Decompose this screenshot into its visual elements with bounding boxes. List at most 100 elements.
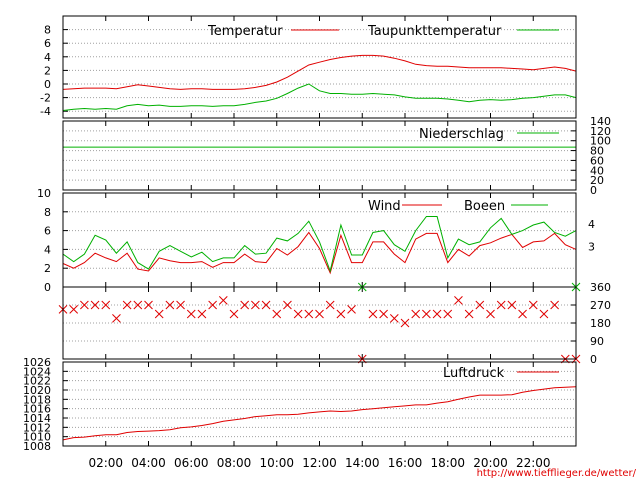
y-tick-label-1-5: 100 xyxy=(590,135,611,148)
scatter-point-3-0-40 xyxy=(486,309,495,319)
y-tick-label-0-3: 2 xyxy=(44,64,51,77)
scatter-point-3-0-42 xyxy=(507,300,517,310)
y-tick-label-4-0: 1008 xyxy=(23,440,51,453)
y-tick-label-2-5: 10 xyxy=(37,187,51,200)
scatter-point-3-0-21 xyxy=(283,300,292,310)
scatter-point-3-0-11 xyxy=(176,300,185,310)
scatter-point-3-0-19 xyxy=(261,300,271,310)
scatter-point-3-0-31 xyxy=(389,314,399,323)
y-tick-label-0-5: 6 xyxy=(44,37,51,50)
x-tick-label-6: 14:00 xyxy=(345,456,380,470)
legend-label-0-0: Temperatur xyxy=(207,24,283,39)
scatter-point-3-0-13 xyxy=(197,309,207,319)
y-tick-label-4-3: 1014 xyxy=(23,412,51,425)
y-tick-label-4-9: 1026 xyxy=(23,356,51,369)
y-tick-label-1-7: 140 xyxy=(590,115,611,128)
scatter-point-3-0-8 xyxy=(144,300,153,310)
scatter-point-3-0-14 xyxy=(208,300,217,310)
panel-frame-0 xyxy=(62,15,577,119)
y-tick-label-3-3: 270 xyxy=(590,299,611,312)
y-tick-label-1-4: 80 xyxy=(590,145,604,158)
x-tick-label-4: 10:00 xyxy=(259,456,294,470)
y-tick-label-2-1: 2 xyxy=(44,262,51,275)
scatter-point-3-0-26 xyxy=(336,309,346,319)
legend-label-2-1: Boeen xyxy=(464,199,505,214)
scatter-point-3-0-12 xyxy=(186,309,196,319)
y-tick-label-2-2: 4 xyxy=(44,243,51,256)
y-tick-label-4-1: 1010 xyxy=(23,431,51,444)
y-tick-label-3-1: 90 xyxy=(590,335,604,348)
scatter-point-3-0-15 xyxy=(218,296,228,305)
y-tick-label-1-0: 0 xyxy=(590,184,597,197)
scatter-point-3-0-17 xyxy=(240,300,250,310)
y-tick-label-3-4: 360 xyxy=(590,281,611,294)
panel-frame-1 xyxy=(62,120,577,191)
scatter-point-3-0-5 xyxy=(112,314,121,323)
scatter-point-3-0-9 xyxy=(154,309,164,319)
series-line-0-1 xyxy=(62,83,577,111)
series-line-4-0 xyxy=(62,386,577,441)
y-tick-label-3-0: 0 xyxy=(590,353,597,366)
y-tick-label-2-3: 6 xyxy=(44,225,51,238)
scatter-point-3-0-2 xyxy=(80,300,89,310)
scatter-point-3-0-22 xyxy=(293,309,303,319)
series-line-2-1 xyxy=(62,216,577,273)
scatter-point-3-0-39 xyxy=(475,300,485,310)
panel-frame-4 xyxy=(62,361,577,447)
source-url-text: http://www.tiefflieger.de/wetter/ xyxy=(477,468,637,479)
scatter-point-3-0-7 xyxy=(133,300,143,310)
scatter-point-3-0-33 xyxy=(411,309,421,319)
right-label-2-1: 3 xyxy=(588,241,595,254)
y-tick-label-3-2: 180 xyxy=(590,317,611,330)
scatter-point-3-0-37 xyxy=(454,296,463,305)
legend-label-2-0: Wind xyxy=(368,199,401,214)
scatter-point-3-0-20 xyxy=(272,309,282,319)
scatter-point-3-0-18 xyxy=(251,300,260,310)
y-tick-label-4-8: 1024 xyxy=(23,365,51,378)
scatter-point-3-0-43 xyxy=(518,309,527,319)
scatter-point-3-0-23 xyxy=(304,309,314,319)
series-line-0-0 xyxy=(62,54,577,90)
x-tick-label-0: 02:00 xyxy=(88,456,123,470)
y-tick-label-4-2: 1012 xyxy=(23,421,51,434)
scatter-point-3-0-36 xyxy=(443,309,453,319)
scatter-point-3-0-27 xyxy=(347,305,356,314)
y-tick-label-2-4: 8 xyxy=(44,206,51,219)
legend-label-1-0: Niederschlag xyxy=(419,127,504,142)
y-tick-label-0-6: 8 xyxy=(44,24,51,37)
scatter-point-3-0-45 xyxy=(539,309,549,319)
scatter-point-3-0-25 xyxy=(325,300,335,310)
x-tick-label-3: 08:00 xyxy=(217,456,252,470)
y-tick-label-1-2: 40 xyxy=(590,164,604,177)
x-tick-label-10: 22:00 xyxy=(516,456,551,470)
y-tick-label-1-1: 20 xyxy=(590,174,604,187)
x-tick-label-5: 12:00 xyxy=(302,456,337,470)
y-tick-label-4-5: 1018 xyxy=(23,393,51,406)
right-label-2-0: 4 xyxy=(588,218,595,231)
scatter-point-3-0-10 xyxy=(165,300,175,310)
scatter-point-3-0-30 xyxy=(379,309,388,319)
scatter-point-3-0-6 xyxy=(122,300,132,310)
series-line-2-0 xyxy=(62,231,577,275)
y-tick-label-4-7: 1022 xyxy=(23,375,51,388)
scatter-point-3-0-29 xyxy=(368,309,378,319)
scatter-point-3-0-16 xyxy=(229,309,239,319)
scatter-point-3-0-46 xyxy=(550,300,559,310)
x-tick-label-2: 06:00 xyxy=(174,456,209,470)
x-tick-label-9: 20:00 xyxy=(473,456,508,470)
scatter-point-3-0-34 xyxy=(422,309,431,319)
x-tick-label-8: 18:00 xyxy=(430,456,465,470)
y-tick-label-0-1: -2 xyxy=(40,92,51,105)
scatter-point-3-0-44 xyxy=(528,300,538,310)
x-tick-label-7: 16:00 xyxy=(388,456,423,470)
y-tick-label-1-3: 60 xyxy=(590,154,604,167)
y-tick-label-0-4: 4 xyxy=(44,51,51,64)
legend-label-0-1: Taupunkttemperatur xyxy=(367,24,502,39)
y-tick-label-4-4: 1016 xyxy=(23,403,51,416)
x-tick-label-1: 04:00 xyxy=(131,456,166,470)
panel-frame-3 xyxy=(62,286,577,360)
scatter-point-3-0-24 xyxy=(315,309,324,319)
y-tick-label-2-0: 0 xyxy=(44,281,51,294)
